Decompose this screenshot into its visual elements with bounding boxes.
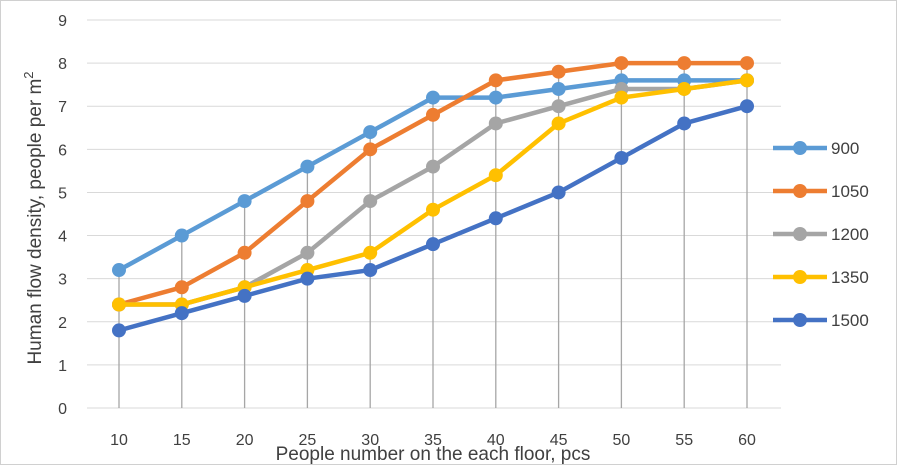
- data-point: [551, 64, 566, 79]
- legend-marker: [793, 184, 807, 198]
- data-point: [300, 194, 315, 209]
- data-point: [614, 56, 629, 71]
- data-point: [488, 73, 503, 88]
- data-point: [488, 211, 503, 226]
- data-point: [551, 99, 566, 114]
- data-point: [426, 159, 440, 174]
- drop-lines: [118, 63, 748, 408]
- data-point: [740, 73, 754, 88]
- legend-label: 1350: [831, 268, 869, 287]
- data-point: [614, 150, 629, 165]
- data-point: [174, 228, 189, 243]
- data-point: [237, 245, 252, 260]
- data-point: [174, 280, 189, 295]
- data-point: [551, 81, 566, 96]
- data-point: [363, 125, 378, 140]
- legend-label: 1200: [831, 225, 869, 244]
- data-point: [112, 297, 126, 312]
- x-tick-label: 45: [550, 432, 568, 449]
- data-point: [551, 116, 566, 131]
- y-tick-label: 3: [58, 272, 67, 289]
- data-point: [677, 56, 692, 71]
- legend-label: 900: [831, 139, 859, 158]
- legend-marker: [793, 270, 807, 284]
- x-tick-label: 55: [675, 432, 693, 449]
- series-1350: [112, 73, 754, 312]
- x-tick-label: 15: [173, 432, 191, 449]
- data-point: [112, 323, 126, 338]
- data-point: [363, 245, 378, 260]
- x-tick-label: 10: [110, 432, 128, 449]
- y-tick-label: 9: [58, 13, 67, 30]
- y-axis-title-main: Human flow density, people per m: [25, 79, 46, 365]
- x-tick-label: 30: [361, 432, 379, 449]
- x-tick-label: 25: [299, 432, 317, 449]
- data-point: [677, 116, 692, 131]
- y-tick-label: 7: [58, 99, 67, 116]
- data-point: [551, 185, 566, 200]
- y-tick-label: 2: [58, 315, 67, 332]
- data-point: [426, 237, 440, 252]
- data-point: [488, 90, 503, 105]
- data-point: [426, 107, 440, 122]
- gridlines: [87, 19, 781, 409]
- y-tick-label: 8: [58, 56, 67, 73]
- y-tick-label: 0: [58, 401, 67, 418]
- data-point: [677, 81, 692, 96]
- data-point: [488, 116, 503, 131]
- data-point: [112, 263, 126, 278]
- data-point: [363, 263, 378, 278]
- data-point: [614, 90, 629, 105]
- data-point: [237, 288, 252, 303]
- x-tick-label: 35: [424, 432, 442, 449]
- data-point: [488, 168, 503, 183]
- data-point: [740, 99, 754, 114]
- x-tick-label: 60: [738, 432, 756, 449]
- legend-label: 1050: [831, 182, 869, 201]
- legend: 900 1050 1200 1350 1500: [773, 139, 869, 330]
- y-tick-label: 1: [58, 358, 67, 375]
- x-tick-label: 50: [613, 432, 631, 449]
- legend-item: 1200: [773, 225, 869, 244]
- legend-label: 1500: [831, 311, 869, 330]
- data-point: [237, 194, 252, 209]
- data-point: [363, 194, 378, 209]
- legend-marker: [793, 313, 807, 327]
- data-point: [174, 306, 189, 321]
- data-point: [300, 271, 315, 286]
- x-tick-label: 20: [236, 432, 254, 449]
- y-tick-label: 4: [58, 229, 67, 246]
- data-point: [300, 245, 315, 260]
- x-axis-title: People number on the each floor, pcs: [276, 444, 591, 465]
- series-layer: [112, 56, 754, 338]
- data-point: [740, 56, 754, 71]
- x-tick-label: 40: [487, 432, 505, 449]
- legend-item: 900: [773, 139, 859, 158]
- legend-marker: [793, 227, 807, 241]
- y-axis-title: Human flow density, people per m2: [21, 71, 46, 364]
- legend-item: 1050: [773, 182, 869, 201]
- y-tick-label: 6: [58, 142, 67, 159]
- series-1500: [112, 99, 754, 338]
- data-point: [426, 90, 440, 105]
- y-tick-labels: 0 1 2 3 4 5 6 7 8 9: [58, 13, 67, 418]
- y-axis-title-superscript: 2: [21, 71, 36, 78]
- legend-marker: [793, 141, 807, 155]
- legend-item: 1500: [773, 311, 869, 330]
- y-tick-label: 5: [58, 185, 67, 202]
- legend-item: 1350: [773, 268, 869, 287]
- data-point: [363, 142, 378, 157]
- series-1050: [112, 56, 754, 312]
- x-tick-labels: 10 15 20 25 30 35 40 45 50 55 60: [110, 432, 756, 449]
- data-point: [426, 202, 440, 217]
- data-point: [300, 159, 315, 174]
